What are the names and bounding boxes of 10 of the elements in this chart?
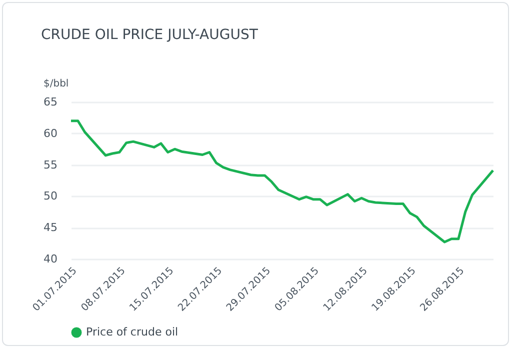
y-axis-title: $/bbl	[44, 78, 69, 90]
y-tick-label: 55	[44, 158, 58, 172]
legend-label: Price of crude oil	[86, 326, 178, 338]
chart-title: CRUDE OIL PRICE JULY-AUGUST	[41, 27, 258, 43]
y-tick-label: 65	[44, 96, 58, 108]
y-tick-label: 50	[44, 190, 58, 203]
y-tick-label: 45	[44, 221, 58, 234]
y-tick-label: 60	[44, 126, 58, 140]
line-series	[70, 120, 494, 244]
y-tick-label: 40	[44, 252, 58, 266]
